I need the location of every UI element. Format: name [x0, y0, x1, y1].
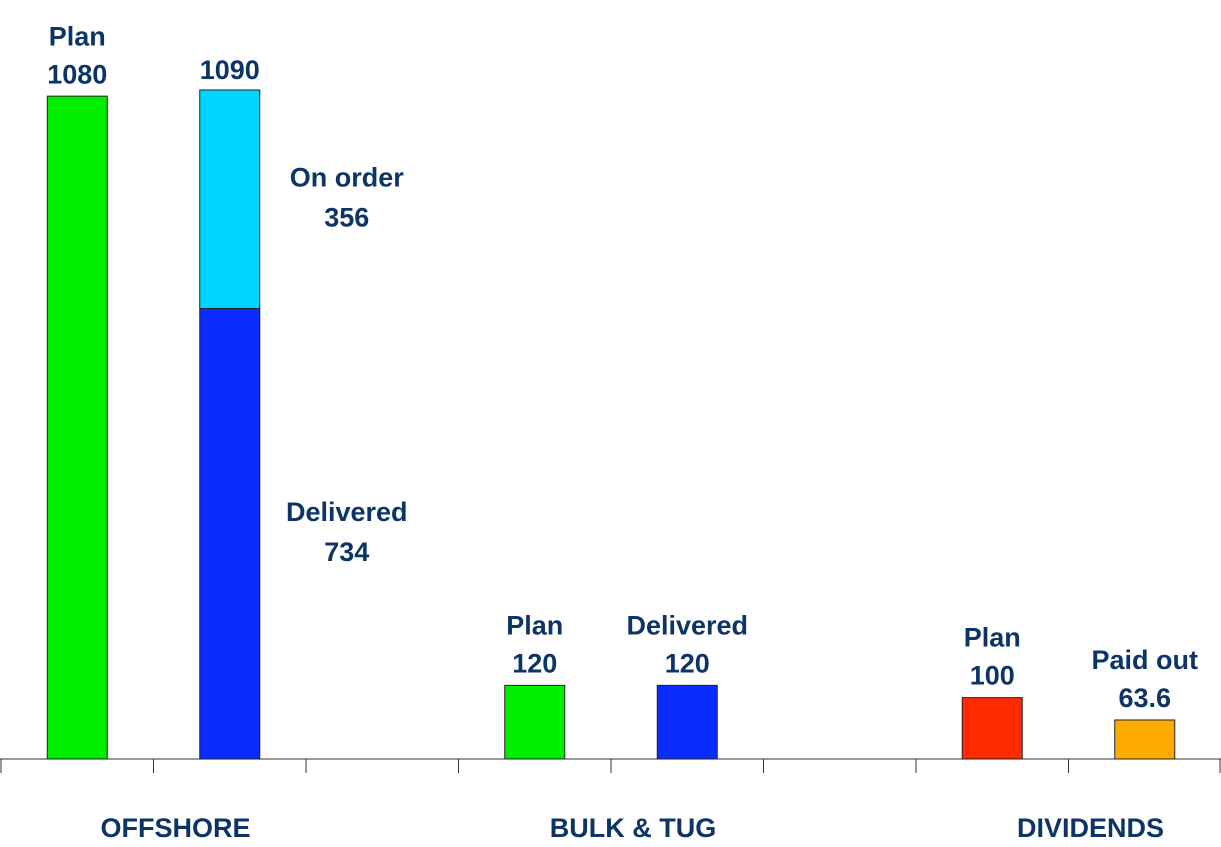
category-label: OFFSHORE [100, 813, 250, 843]
bar-segment [1114, 719, 1176, 760]
bar-segment [46, 95, 108, 760]
bar-name-label: Delivered [626, 610, 748, 640]
bar-name-label: Plan [49, 21, 106, 51]
segment-name-label: Delivered [286, 497, 408, 527]
total-label: 1090 [200, 55, 260, 85]
bar-name-label: Plan [506, 610, 563, 640]
bar-name-label: Plan [964, 623, 1021, 653]
bar-segment [504, 684, 566, 760]
bar-segment [199, 307, 261, 760]
value-label: 120 [512, 648, 557, 678]
bar-segment [656, 684, 718, 760]
category-label: BULK & TUG [550, 813, 716, 843]
value-label: 356 [324, 202, 369, 232]
value-label: 734 [324, 537, 369, 567]
segment-name-label: On order [290, 162, 405, 192]
category-label: DIVIDENDS [1017, 813, 1164, 843]
value-label: 63.6 [1118, 683, 1171, 713]
value-label: 100 [970, 661, 1015, 691]
bar-segment [199, 89, 261, 309]
value-label: 1080 [47, 59, 107, 89]
bar-segment [961, 697, 1023, 760]
value-label: 120 [665, 648, 710, 678]
bar-name-label: Paid out [1092, 645, 1199, 675]
